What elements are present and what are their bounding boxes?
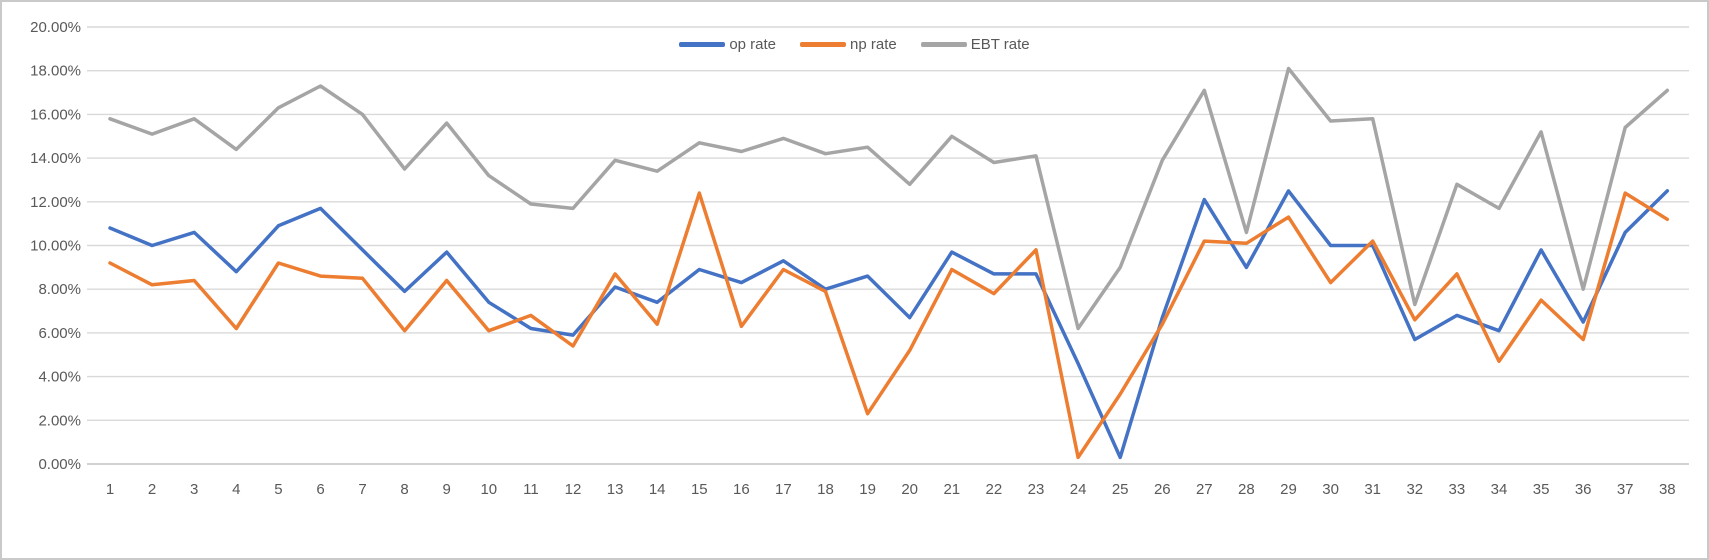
svg-text:38: 38: [1659, 481, 1676, 498]
svg-text:32: 32: [1406, 481, 1423, 498]
svg-text:14.00%: 14.00%: [30, 150, 81, 167]
svg-text:34: 34: [1491, 481, 1508, 498]
svg-text:18.00%: 18.00%: [30, 63, 81, 80]
svg-text:16.00%: 16.00%: [30, 106, 81, 123]
svg-text:30: 30: [1322, 481, 1339, 498]
svg-text:25: 25: [1112, 481, 1129, 498]
svg-text:26: 26: [1154, 481, 1171, 498]
svg-text:17: 17: [775, 481, 792, 498]
svg-text:20: 20: [901, 481, 918, 498]
svg-text:1: 1: [106, 481, 114, 498]
svg-text:16: 16: [733, 481, 750, 498]
svg-text:29: 29: [1280, 481, 1297, 498]
svg-text:31: 31: [1364, 481, 1381, 498]
svg-text:2.00%: 2.00%: [38, 412, 81, 429]
svg-text:28: 28: [1238, 481, 1255, 498]
svg-text:14: 14: [649, 481, 666, 498]
svg-text:22: 22: [986, 481, 1003, 498]
svg-text:36: 36: [1575, 481, 1592, 498]
svg-text:4: 4: [232, 481, 240, 498]
svg-text:19: 19: [859, 481, 876, 498]
svg-text:10.00%: 10.00%: [30, 238, 81, 255]
svg-text:33: 33: [1449, 481, 1466, 498]
svg-text:15: 15: [691, 481, 708, 498]
svg-text:21: 21: [943, 481, 960, 498]
svg-text:8: 8: [400, 481, 408, 498]
svg-text:3: 3: [190, 481, 198, 498]
svg-text:6: 6: [316, 481, 324, 498]
svg-text:7: 7: [358, 481, 366, 498]
svg-text:9: 9: [443, 481, 451, 498]
svg-text:13: 13: [607, 481, 624, 498]
svg-text:24: 24: [1070, 481, 1087, 498]
svg-text:23: 23: [1028, 481, 1045, 498]
series-line-EBT-rate: [108, 66, 1670, 331]
series-line-op-rate: [108, 189, 1670, 460]
svg-text:5: 5: [274, 481, 282, 498]
svg-text:20.00%: 20.00%: [30, 19, 81, 36]
svg-text:12.00%: 12.00%: [30, 194, 81, 211]
svg-text:18: 18: [817, 481, 834, 498]
svg-text:0.00%: 0.00%: [38, 456, 81, 473]
svg-text:27: 27: [1196, 481, 1213, 498]
svg-text:12: 12: [565, 481, 582, 498]
svg-text:10: 10: [480, 481, 497, 498]
series-line-np-rate: [108, 191, 1670, 460]
svg-text:4.00%: 4.00%: [38, 369, 81, 386]
svg-text:2: 2: [148, 481, 156, 498]
svg-text:6.00%: 6.00%: [38, 325, 81, 342]
svg-text:35: 35: [1533, 481, 1550, 498]
svg-text:37: 37: [1617, 481, 1634, 498]
svg-text:8.00%: 8.00%: [38, 281, 81, 298]
svg-text:11: 11: [523, 481, 539, 498]
